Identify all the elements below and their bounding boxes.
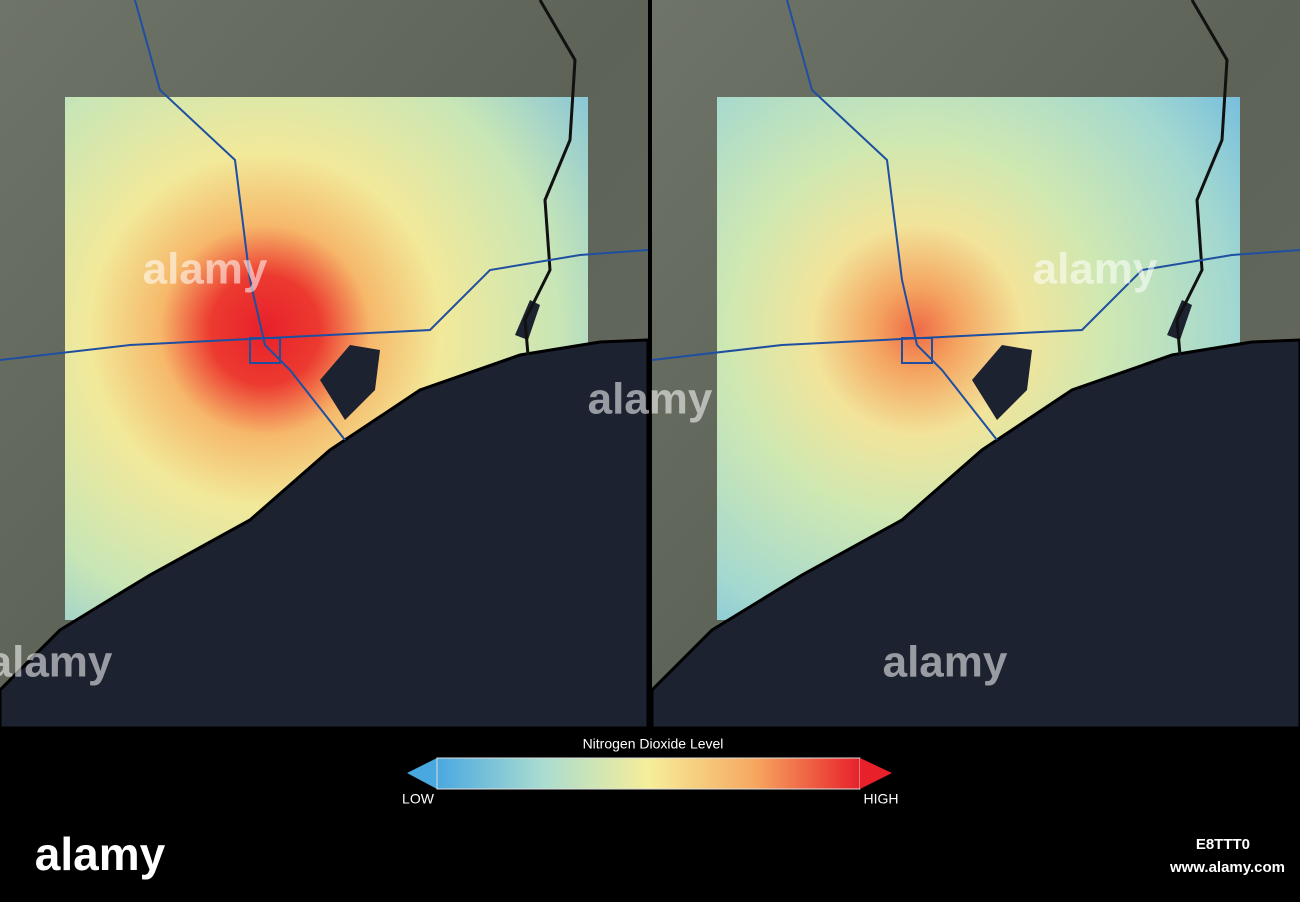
watermark: alamy <box>1033 245 1158 294</box>
image-id: E8TTT0 <box>1196 836 1250 853</box>
watermark: alamy <box>588 375 713 424</box>
map-before <box>0 0 650 730</box>
watermark: alamy <box>0 638 113 687</box>
watermark: alamy <box>883 638 1008 687</box>
map-after <box>650 0 1300 730</box>
watermark: alamy <box>143 245 268 294</box>
site-url: www.alamy.com <box>1169 859 1285 876</box>
legend-title: Nitrogen Dioxide Level <box>583 736 724 752</box>
legend-high: HIGH <box>864 791 899 807</box>
legend: Nitrogen Dioxide Level LOW HIGH <box>402 736 898 807</box>
logo: alamy <box>35 828 166 880</box>
legend-low: LOW <box>402 791 435 807</box>
